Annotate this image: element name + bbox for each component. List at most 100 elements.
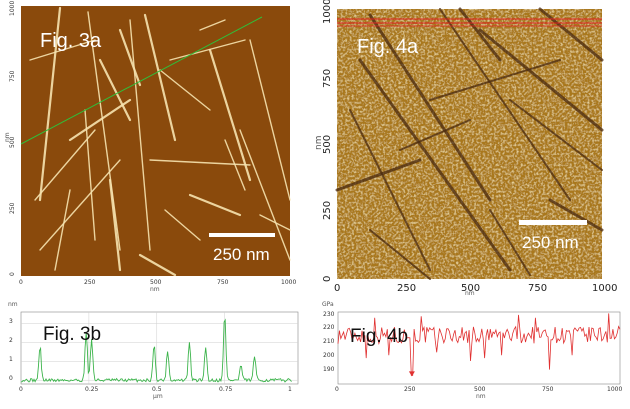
- fig3a-scale-label: 250 nm: [213, 245, 270, 264]
- fig4a-fiber: [489, 209, 531, 276]
- fig3a-fiber: [129, 19, 151, 251]
- fig3a-fiber: [239, 129, 291, 261]
- fig3a-fiber: [169, 39, 246, 61]
- fig3a-fiber: [84, 109, 96, 241]
- fig4a-label: Fig. 4a: [357, 36, 419, 58]
- fig3b-ytick: 2: [9, 337, 13, 344]
- fig3b-y-unit: nm: [8, 301, 18, 308]
- fig3a-y-unit: nm: [4, 132, 11, 142]
- fig3a-fiber: [98, 58, 132, 122]
- fig3a-fiber: [188, 193, 242, 217]
- fig4b-x-unit: nm: [476, 393, 486, 400]
- fig4a-xtick: 250: [397, 283, 417, 294]
- fig4a-image: [335, 7, 604, 280]
- fig4b-series-line: [337, 313, 621, 376]
- fig3a-ytick: 750: [9, 70, 16, 82]
- fig3a-fiber: [118, 28, 142, 87]
- fig4a-xtick: 750: [528, 283, 548, 294]
- fig4b-xtick: 500: [474, 386, 486, 393]
- fig3a-fiber: [164, 209, 201, 241]
- fig3a-x-unit: nm: [150, 286, 160, 292]
- fig4b-xtick: 250: [404, 386, 416, 393]
- fig3a-xtick: 750: [217, 279, 229, 286]
- fig3b-plot-area: [20, 311, 299, 385]
- fig4a-ytick: 250: [322, 200, 333, 220]
- fig3a-fiber: [199, 19, 226, 31]
- fig4b-label: Fig. 4b: [350, 326, 409, 347]
- fig4a-ytick: 1000: [322, 0, 333, 24]
- fig4b-min-marker: [408, 371, 415, 377]
- fig3b-panel: Fig. 3b nm 3 2 1 0 0 0.25 0.5 0.75 1 µm: [0, 300, 305, 409]
- fig3b-xtick: 0.75: [219, 386, 233, 393]
- fig4b-xtick: 750: [542, 386, 554, 393]
- fig4a-fiber: [509, 99, 603, 171]
- fig3a-fiber: [34, 129, 96, 201]
- fig3b-xtick: 1: [288, 386, 292, 393]
- fig3a-fiber: [68, 98, 132, 142]
- fig3a-fiber: [208, 48, 252, 182]
- fig4a-fiber: [335, 158, 422, 192]
- fig4a-x-unit: nm: [465, 290, 475, 296]
- fig4a-scale-bar: [519, 220, 587, 225]
- fig3a-fiber: [38, 6, 62, 202]
- fig3a-fiber: [138, 253, 177, 277]
- fig3b-chart: [20, 311, 299, 385]
- fig3a-fiber: [159, 69, 211, 111]
- fig4a-fibers: [335, 7, 604, 280]
- fig3a-fiber: [29, 39, 96, 61]
- fig3a-fiber: [39, 159, 121, 251]
- fig3b-ytick: 0: [9, 375, 13, 382]
- fig4a-fiber: [538, 7, 604, 62]
- fig3a-fiber: [259, 214, 291, 231]
- fig3b-label: Fig. 3b: [43, 324, 102, 345]
- fig3a-xtick: 500: [150, 279, 162, 286]
- fig4a-fiber: [439, 8, 571, 201]
- fig3a-fiber: [54, 189, 71, 271]
- fig4b-panel: Fig. 4b GPa 230 220 210 200 190 0 250 50…: [320, 300, 630, 409]
- fig3a-scale-bar: [209, 233, 275, 237]
- fig4a-panel: Fig. 4a 250 nm 1000 750 500 250 0 nm 0 2…: [310, 0, 630, 296]
- fig3a-label: Fig. 3a: [40, 30, 102, 52]
- fig4a-fiber: [369, 229, 431, 280]
- fig3a-image: [20, 6, 291, 277]
- fig3b-xtick: 0.5: [152, 386, 162, 393]
- fig4a-fiber: [548, 198, 604, 232]
- fig3a-panel: Fig. 3a 250 nm 1000 750 500 250 0 nm 0 2…: [0, 0, 300, 292]
- fig3b-xtick: 0.25: [85, 386, 99, 393]
- fig4b-ytick: 210: [323, 338, 335, 345]
- fig3b-ytick: 3: [9, 318, 13, 325]
- fig3a-xtick: 0: [19, 279, 23, 286]
- fig3a-ytick: 0: [9, 272, 16, 276]
- fig3b-ytick: 1: [9, 356, 13, 363]
- fig4b-ytick: 200: [323, 352, 335, 359]
- fig4b-y-unit: GPa: [322, 301, 334, 308]
- fig4b-xtick: 0: [335, 386, 339, 393]
- fig3b-x-unit: µm: [153, 393, 163, 400]
- fig4a-fiber: [349, 109, 431, 271]
- fig4a-fiber: [358, 58, 512, 272]
- fig4b-plot-area: [337, 311, 621, 385]
- fig4a-fiber: [478, 28, 604, 132]
- fig3b-series-line: [20, 318, 292, 383]
- fig3a-fiber: [87, 11, 121, 251]
- fig3a-fiber: [249, 39, 291, 201]
- fig3a-fiber: [224, 139, 246, 191]
- fig4b-chart: [337, 311, 621, 385]
- fig4a-xtick: 500: [461, 283, 481, 294]
- fig3b-xtick: 0: [19, 386, 23, 393]
- fig4b-xtick: 1000: [607, 386, 623, 393]
- fig4a-y-unit: nm: [314, 135, 324, 150]
- fig3a-ytick: 250: [9, 202, 16, 214]
- fig4b-ytick: 190: [323, 366, 335, 373]
- fig4a-fiber: [458, 7, 502, 62]
- fig3a-ytick: 1000: [9, 0, 16, 16]
- fig3a-fiber: [108, 178, 122, 272]
- fig4a-fiber: [399, 119, 471, 151]
- fig3a-fiber: [143, 13, 177, 142]
- fig4a-ytick: 750: [322, 68, 333, 88]
- fig3a-frame: [21, 6, 290, 276]
- fig4b-ytick: 230: [323, 311, 335, 318]
- fig4a-scale-label: 250 nm: [522, 233, 579, 252]
- fig4a-xtick: 0: [334, 283, 341, 294]
- fig4b-ytick: 220: [323, 324, 335, 331]
